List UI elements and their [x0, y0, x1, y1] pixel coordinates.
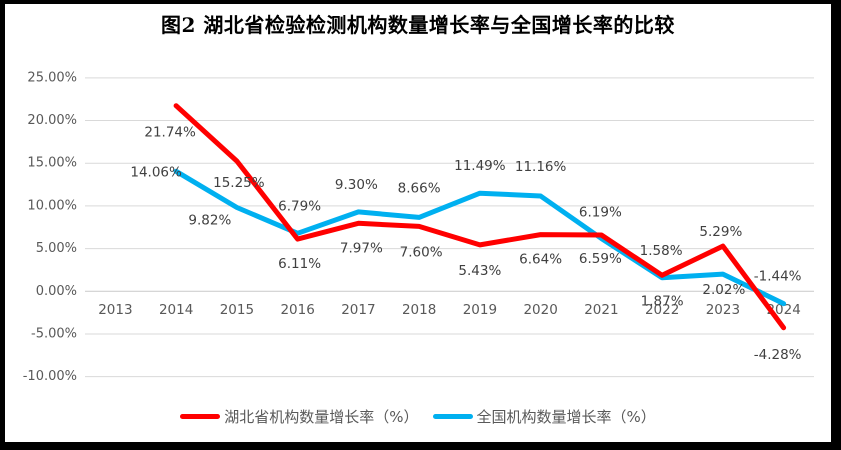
- x-tick-label: 2021: [584, 302, 618, 318]
- x-tick-label: 2023: [706, 302, 740, 318]
- data-label-hubei: 6.11%: [278, 256, 321, 272]
- data-label-hubei: 6.64%: [519, 252, 562, 268]
- series-line-national: [173, 168, 787, 307]
- chart-legend: 湖北省机构数量增长率（%） 全国机构数量增长率（%）: [5, 406, 831, 427]
- data-label-hubei: -4.28%: [754, 347, 802, 363]
- x-tick-label: 2013: [98, 302, 132, 318]
- legend-label-hubei: 湖北省机构数量增长率（%）: [224, 408, 419, 426]
- data-label-hubei: 5.43%: [458, 263, 501, 279]
- legend-item-national: 全国机构数量增长率（%）: [432, 406, 656, 427]
- y-tick-label: 20.00%: [27, 113, 77, 128]
- data-label-national: 11.49%: [454, 158, 506, 174]
- legend-label-national: 全国机构数量增长率（%）: [476, 408, 656, 426]
- x-tick-label: 2022: [645, 302, 679, 318]
- data-label-hubei: 6.59%: [579, 251, 622, 267]
- x-tick-label: 2016: [280, 302, 314, 318]
- data-label-hubei: 5.29%: [699, 224, 742, 240]
- data-label-national: 6.79%: [278, 198, 321, 214]
- x-tick-label: 2014: [159, 302, 193, 318]
- data-label-national: 6.19%: [579, 204, 622, 220]
- data-label-hubei: 15.25%: [213, 175, 265, 191]
- legend-item-hubei: 湖北省机构数量增长率（%）: [180, 406, 419, 427]
- x-tick-label: 2017: [341, 302, 375, 318]
- data-label-national: 11.16%: [515, 159, 567, 175]
- y-tick-label: 25.00%: [27, 70, 77, 85]
- data-label-national: -1.44%: [754, 269, 802, 285]
- x-tick-label: 2020: [523, 302, 557, 318]
- data-label-hubei: 7.60%: [400, 244, 443, 260]
- data-label-hubei: 21.74%: [144, 125, 196, 141]
- y-tick-label: 5.00%: [36, 241, 77, 256]
- series-line-hubei: [173, 103, 787, 331]
- y-tick-label: 0.00%: [36, 284, 77, 299]
- data-label-national: 2.02%: [702, 282, 745, 298]
- chart-title: 图2 湖北省检验检测机构数量增长率与全国增长率的比较: [161, 13, 675, 37]
- x-tick-label: 2019: [463, 302, 497, 318]
- data-label-hubei: 7.97%: [340, 240, 383, 256]
- line-chart: 25.00% 20.00% 15.00% 10.00% 5.00% 0.00% -5.00%…: [23, 70, 814, 384]
- y-tick-label: -10.00%: [23, 369, 77, 384]
- data-label-national: 14.06%: [130, 164, 182, 180]
- legend-line-swatch-national: [432, 414, 473, 419]
- data-label-national: 9.82%: [188, 212, 231, 228]
- y-tick-label: 15.00%: [27, 156, 77, 171]
- y-tick-label: -5.00%: [31, 326, 77, 341]
- data-label-national: 9.30%: [335, 177, 378, 193]
- x-tick-label: 2015: [220, 302, 254, 318]
- data-label-hubei: 1.87%: [641, 293, 684, 309]
- legend-line-swatch-hubei: [180, 414, 221, 419]
- data-label-national: 8.66%: [398, 180, 441, 196]
- data-label-national: 1.58%: [640, 243, 683, 259]
- y-tick-label: 10.00%: [27, 198, 77, 213]
- x-tick-label: 2018: [402, 302, 436, 318]
